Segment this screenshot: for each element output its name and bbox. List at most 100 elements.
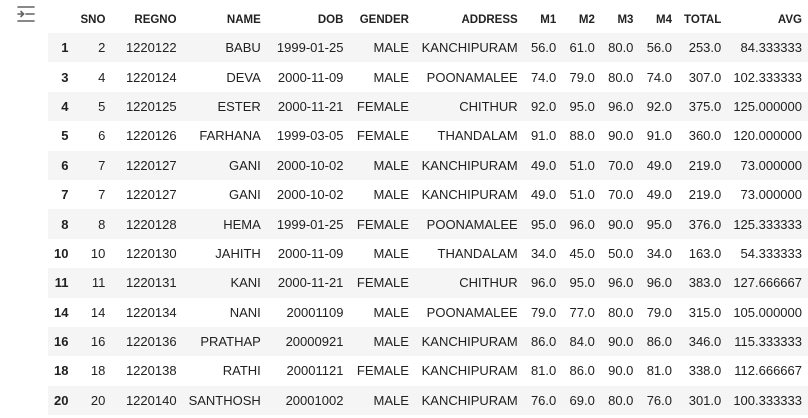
- cell-gender: FEMALE: [356, 128, 409, 144]
- cell-regno: 1220138: [125, 363, 177, 379]
- cell-avg: 73.000000: [740, 157, 802, 173]
- column-header-total: TOTAL: [684, 13, 722, 26]
- cell-avg: 120.000000: [733, 128, 802, 144]
- cell-m4: 79.0: [646, 304, 672, 320]
- table-row: 7 7 1220127 GANI 2000-10-02 MALE KANCHIPURAM 49…: [48, 179, 808, 210]
- cell-m1: 74.0: [530, 69, 557, 85]
- cell-m1: 49.0: [530, 187, 557, 203]
- cell-sno: 16: [90, 334, 106, 350]
- cell-m3: 96.0: [608, 275, 634, 291]
- cell-regno: 1220127: [125, 157, 177, 173]
- cell-m2: 95.0: [569, 98, 595, 114]
- cell-total: 338.0: [688, 363, 722, 379]
- cell-name: RATHI: [222, 363, 261, 379]
- cell-m3: 90.0: [608, 216, 634, 232]
- cell-address: POONAMALEE: [426, 216, 518, 232]
- cell-dob: 1999-01-25: [276, 40, 344, 56]
- column-header-m1: M1: [540, 13, 557, 26]
- cell-regno: 1220126: [125, 128, 177, 144]
- cell-m4: 76.0: [646, 392, 672, 408]
- cell-sno: 18: [90, 363, 106, 379]
- table-row: 1 2 1220122 BABU 1999-01-25 MALE KANCHIPURAM 56…: [48, 33, 808, 63]
- cell-m2: 88.0: [569, 128, 595, 144]
- cell-m3: 90.0: [608, 363, 634, 379]
- cell-regno: 1220122: [125, 40, 177, 56]
- cell-m4: 96.0: [646, 275, 672, 291]
- table-row: 20 20 1220140 SANTHOSH 20001002 MALE KANCHIPUR…: [48, 385, 808, 416]
- table-row: 14 14 1220134 NANI 20001109 MALE POONAMALEE 79.…: [48, 297, 808, 327]
- cell-address: KANCHIPURAM: [421, 40, 518, 56]
- cell-m4: 86.0: [646, 334, 672, 350]
- cell-m4: 95.0: [646, 216, 672, 232]
- cell-m4: 34.0: [646, 245, 672, 261]
- cell-m4: 49.0: [646, 187, 672, 203]
- row-index: 1: [61, 40, 69, 56]
- cell-dob: 20001002: [285, 392, 344, 408]
- cell-m3: 80.0: [608, 392, 634, 408]
- cell-address: THANDALAM: [437, 128, 518, 144]
- row-index: 6: [61, 157, 69, 173]
- cell-regno: 1220128: [125, 216, 177, 232]
- cell-address: CHITHUR: [459, 98, 518, 114]
- cell-m2: 61.0: [569, 40, 595, 56]
- cell-avg: 100.333333: [733, 392, 802, 408]
- cell-address: THANDALAM: [437, 245, 518, 261]
- cell-m2: 96.0: [569, 216, 595, 232]
- column-header-address: ADDRESS: [461, 13, 518, 26]
- cell-regno: 1220134: [125, 304, 177, 320]
- dataframe-table: SNO REGNO NAME DOB GENDER ADDRESS M1 M2 …: [48, 6, 808, 416]
- row-index: 10: [54, 245, 69, 261]
- cell-m3: 80.0: [608, 304, 634, 320]
- table-row: 5 6 1220126 FARHANA 1999-03-05 FEMALE THANDALA…: [48, 121, 808, 151]
- row-index: 11: [54, 275, 69, 291]
- cell-dob: 20001109: [286, 304, 344, 320]
- cell-m2: 95.0: [569, 275, 595, 291]
- cell-m1: 96.0: [530, 275, 557, 291]
- cell-gender: MALE: [373, 304, 409, 320]
- cell-name: HEMA: [223, 216, 261, 232]
- column-header-m3: M3: [617, 13, 634, 26]
- cell-sno: 20: [90, 392, 106, 408]
- cell-m2: 51.0: [569, 187, 595, 203]
- cell-m2: 79.0: [569, 69, 595, 85]
- cell-address: KANCHIPURAM: [421, 392, 518, 408]
- cell-dob: 1999-03-05: [276, 128, 344, 144]
- cell-total: 219.0: [688, 157, 722, 173]
- cell-name: KANI: [230, 275, 261, 291]
- cell-m2: 86.0: [569, 363, 595, 379]
- cell-name: ESTER: [217, 98, 261, 114]
- cell-m1: 92.0: [530, 98, 557, 114]
- cell-gender: MALE: [373, 157, 409, 173]
- cell-total: 253.0: [688, 40, 722, 56]
- cell-dob: 2000-11-09: [277, 245, 344, 261]
- column-header-regno: REGNO: [134, 13, 177, 26]
- cell-sno: 11: [91, 275, 106, 291]
- table-row: 18 18 1220138 RATHI 20001121 FEMALE KANCHIPURA…: [48, 356, 808, 386]
- cell-total: 360.0: [688, 128, 722, 144]
- cell-m2: 84.0: [569, 334, 595, 350]
- cell-total: 163.0: [688, 245, 722, 261]
- cell-name: GANI: [229, 157, 261, 173]
- cell-dob: 2000-11-09: [277, 69, 344, 85]
- header-row: SNO REGNO NAME DOB GENDER ADDRESS M1 M2 …: [48, 6, 808, 33]
- cell-gender: FEMALE: [356, 275, 409, 291]
- column-header-dob: DOB: [317, 13, 344, 26]
- cell-m4: 74.0: [646, 69, 672, 85]
- cell-total: 301.0: [688, 392, 722, 408]
- cell-m2: 77.0: [569, 304, 595, 320]
- cell-name: DEVA: [226, 69, 261, 85]
- cell-dob: 1999-01-25: [276, 216, 344, 232]
- output-actions-icon[interactable]: [16, 4, 36, 24]
- cell-gender: FEMALE: [356, 98, 409, 114]
- cell-gender: MALE: [373, 245, 409, 261]
- cell-m1: 34.0: [530, 245, 557, 261]
- cell-sno: 6: [98, 128, 106, 144]
- cell-address: KANCHIPURAM: [421, 363, 518, 379]
- cell-total: 219.0: [688, 187, 722, 203]
- row-index: 16: [54, 334, 69, 350]
- cell-sno: 10: [90, 245, 106, 261]
- cell-m2: 51.0: [569, 157, 595, 173]
- cell-gender: MALE: [373, 334, 409, 350]
- cell-total: 376.0: [688, 216, 722, 232]
- row-index: 20: [54, 392, 69, 408]
